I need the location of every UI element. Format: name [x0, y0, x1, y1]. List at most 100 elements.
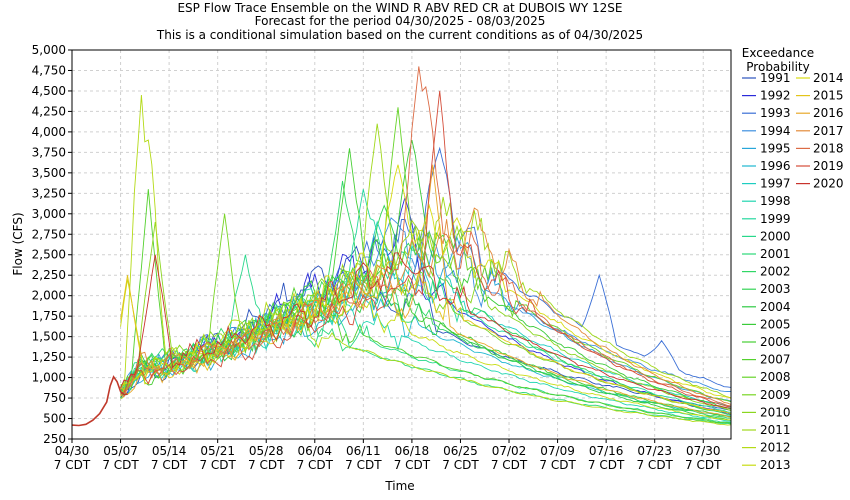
- y-axis-ticks: 250 500 750 1,000 1,250 1,500 1,750 2,000 2,250 2…: [32, 43, 72, 446]
- legend-item-1993: 1993: [760, 106, 791, 120]
- y-tick-label: 5,000: [32, 43, 66, 57]
- legend-title-2: Probability: [746, 60, 809, 74]
- trace-2010: [120, 221, 732, 412]
- x-tick-date: 04/30: [55, 444, 90, 458]
- y-tick-label: 4,000: [32, 125, 66, 139]
- trace-2012: [120, 94, 732, 426]
- y-tick-label: 1,750: [32, 309, 66, 323]
- legend-item-1995: 1995: [760, 141, 791, 155]
- y-tick-label: 3,750: [32, 145, 66, 159]
- x-tick-date: 05/28: [249, 444, 284, 458]
- legend-item-2003: 2003: [760, 282, 791, 296]
- y-tick-label: 4,500: [32, 84, 66, 98]
- legend-item-1998: 1998: [760, 194, 791, 208]
- x-axis-label: Time: [384, 479, 414, 493]
- x-tick-date: 07/02: [492, 444, 527, 458]
- y-tick-label: 4,750: [32, 63, 66, 77]
- trace-lines: [120, 66, 732, 426]
- x-tick-zone: 7 CDT: [394, 458, 431, 472]
- x-tick-date: 07/23: [637, 444, 672, 458]
- x-tick-zone: 7 CDT: [248, 458, 285, 472]
- legend-item-1994: 1994: [760, 124, 791, 138]
- legend-item-1991: 1991: [760, 71, 791, 85]
- legend-item-2004: 2004: [760, 300, 791, 314]
- chart-subtitle-1: Forecast for the period 04/30/2025 - 08/…: [255, 14, 546, 28]
- y-tick-label: 3,250: [32, 186, 66, 200]
- trace-1998: [120, 287, 732, 422]
- trace-1995: [120, 235, 732, 402]
- legend: Exceedance Probability 1991 1992 1993 1994 1…: [742, 46, 844, 472]
- legend-item-2014: 2014: [813, 71, 844, 85]
- trace-2014: [120, 164, 732, 399]
- trace-2015: [120, 260, 732, 414]
- legend-item-2010: 2010: [760, 405, 791, 419]
- y-tick-label: 1,250: [32, 350, 66, 364]
- x-tick-date: 07/16: [589, 444, 624, 458]
- trace-2017: [120, 207, 732, 405]
- plot-frame: [71, 49, 732, 440]
- x-tick-zone: 7 CDT: [345, 458, 382, 472]
- legend-item-1992: 1992: [760, 89, 791, 103]
- x-tick-zone: 7 CDT: [491, 458, 528, 472]
- x-tick-zone: 7 CDT: [588, 458, 625, 472]
- legend-item-2009: 2009: [760, 388, 791, 402]
- x-tick-zone: 7 CDT: [54, 458, 91, 472]
- legend-item-2018: 2018: [813, 141, 844, 155]
- x-tick-date: 05/07: [103, 444, 138, 458]
- x-tick-zone: 7 CDT: [297, 458, 334, 472]
- y-tick-label: 2,250: [32, 268, 66, 282]
- observed-line: [71, 375, 128, 427]
- trace-2009: [120, 213, 732, 415]
- y-tick-label: 1,000: [32, 371, 66, 385]
- legend-item-2016: 2016: [813, 106, 844, 120]
- y-tick-label: 2,000: [32, 289, 66, 303]
- x-tick-zone: 7 CDT: [151, 458, 188, 472]
- x-tick-zone: 7 CDT: [636, 458, 673, 472]
- x-tick-zone: 7 CDT: [685, 458, 722, 472]
- legend-item-2007: 2007: [760, 353, 791, 367]
- legend-title-1: Exceedance: [742, 46, 814, 60]
- trace-1997: [120, 220, 732, 408]
- y-tick-label: 4,250: [32, 104, 66, 118]
- legend-item-2015: 2015: [813, 89, 844, 103]
- trace-2019: [120, 90, 732, 408]
- legend-item-2017: 2017: [813, 124, 844, 138]
- legend-item-2020: 2020: [813, 177, 844, 191]
- x-tick-date: 05/21: [200, 444, 235, 458]
- y-tick-label: 750: [43, 391, 66, 405]
- legend-item-2000: 2000: [760, 229, 791, 243]
- y-tick-label: 2,500: [32, 248, 66, 262]
- x-tick-zone: 7 CDT: [199, 458, 236, 472]
- y-tick-label: 3,000: [32, 207, 66, 221]
- trace-2013: [120, 279, 732, 421]
- legend-item-1999: 1999: [760, 212, 791, 226]
- observed-trace: [71, 375, 128, 427]
- trace-2020: [120, 252, 732, 409]
- trace-2002: [120, 180, 732, 419]
- x-tick-zone: 7 CDT: [539, 458, 576, 472]
- legend-item-2001: 2001: [760, 247, 791, 261]
- chart-subtitle-2: This is a conditional simulation based o…: [156, 28, 643, 42]
- y-tick-label: 250: [43, 432, 66, 446]
- x-tick-date: 06/11: [346, 444, 381, 458]
- legend-item-1996: 1996: [760, 159, 791, 173]
- legend-item-2006: 2006: [760, 335, 791, 349]
- legend-item-2002: 2002: [760, 265, 791, 279]
- legend-item-2011: 2011: [760, 423, 791, 437]
- legend-item-2012: 2012: [760, 441, 791, 455]
- y-tick-label: 500: [43, 412, 66, 426]
- legend-item-2005: 2005: [760, 317, 791, 331]
- x-tick-date: 06/04: [297, 444, 332, 458]
- legend-item-1997: 1997: [760, 177, 791, 191]
- x-tick-date: 06/18: [395, 444, 430, 458]
- chart-title: ESP Flow Trace Ensemble on the WIND R AB…: [177, 1, 622, 15]
- x-tick-date: 05/14: [152, 444, 187, 458]
- y-tick-label: 1,500: [32, 330, 66, 344]
- trace-1992: [120, 195, 732, 415]
- y-tick-label: 3,500: [32, 166, 66, 180]
- legend-item-2013: 2013: [760, 458, 791, 472]
- x-tick-date: 06/25: [443, 444, 478, 458]
- x-tick-zone: 7 CDT: [442, 458, 479, 472]
